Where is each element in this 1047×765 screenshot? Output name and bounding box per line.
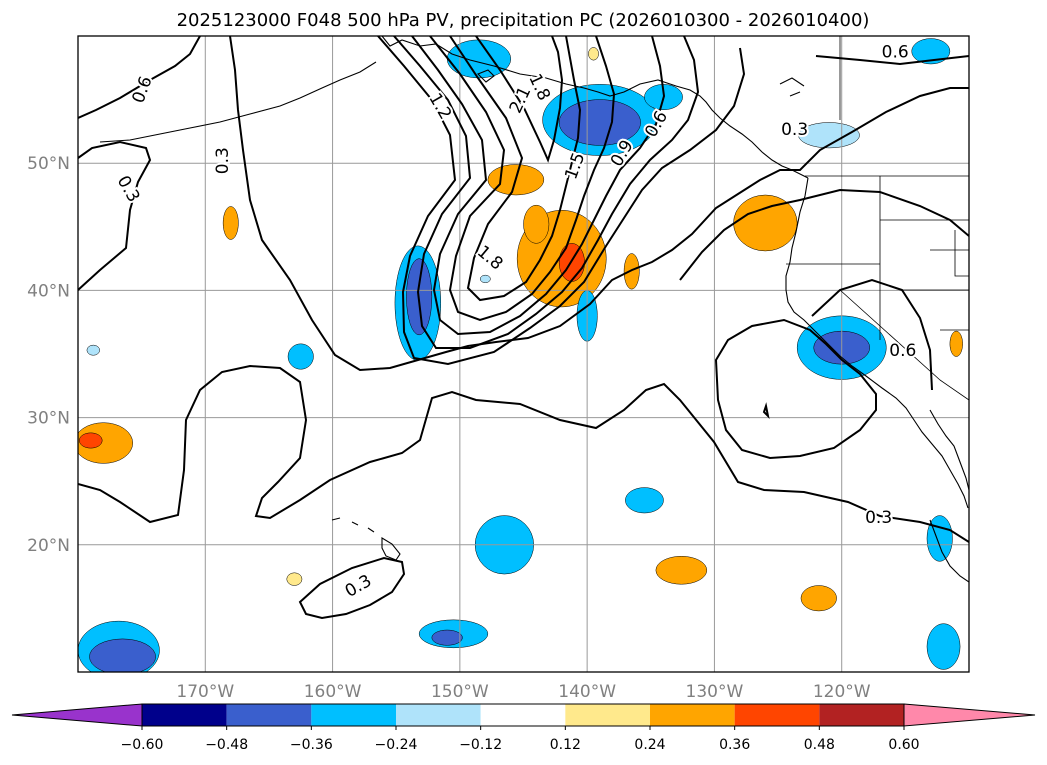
y-tick-label: 20°N bbox=[27, 536, 70, 556]
precip-blob-29 bbox=[287, 343, 314, 370]
x-tick-label: 140°W bbox=[558, 682, 616, 702]
pv-contour-0p6-east-loop bbox=[714, 318, 877, 460]
pv-contour-0p6-sw-ridge bbox=[679, 188, 969, 281]
x-tick-label: 150°W bbox=[431, 682, 489, 702]
precip-blob-10 bbox=[800, 585, 837, 612]
colorbar-segment-8 bbox=[819, 704, 904, 726]
pv-contour-0p3-mid bbox=[78, 364, 969, 543]
x-tick-label: 120°W bbox=[813, 682, 871, 702]
precip-blob-32 bbox=[798, 122, 860, 149]
baja-gulf-coast bbox=[929, 409, 969, 491]
aleutian-islands bbox=[99, 61, 377, 143]
map-frame bbox=[77, 35, 970, 673]
pv-contours bbox=[78, 36, 969, 620]
alaska-coast bbox=[381, 36, 809, 179]
colorbar-extend-low bbox=[11, 703, 143, 727]
precip-blob-34 bbox=[86, 344, 100, 356]
pv-contour-0p3-west bbox=[78, 140, 152, 291]
precip-blob-3 bbox=[523, 204, 550, 244]
pv-contour-2p1-trough bbox=[475, 36, 564, 163]
colorbar-segment-6 bbox=[650, 704, 735, 726]
colorbar-tick-label: −0.12 bbox=[459, 737, 502, 753]
precip-blob-5 bbox=[222, 206, 239, 240]
pv-contour-1p8-trough bbox=[449, 36, 582, 302]
precip-blob-26 bbox=[625, 487, 664, 514]
pv-contour-label: 0.6 bbox=[882, 42, 909, 62]
us-state-lines bbox=[786, 176, 969, 401]
precip-blob-31 bbox=[926, 623, 961, 670]
kodiak-island bbox=[477, 69, 495, 83]
pv-contour-0p3-loop bbox=[298, 556, 406, 620]
colorbar-tick-label: 0.12 bbox=[550, 737, 581, 753]
x-tick-label: 160°W bbox=[304, 682, 362, 702]
colorbar-tick-label: 0.24 bbox=[634, 737, 665, 753]
precip-blob-8 bbox=[79, 432, 103, 449]
north-america-west-coast bbox=[785, 177, 969, 509]
mexico-coast bbox=[929, 519, 969, 583]
y-tick-label: 50°N bbox=[27, 154, 70, 174]
precip-blob-12 bbox=[588, 47, 599, 61]
colorbar-tick-label: −0.24 bbox=[375, 737, 418, 753]
colorbar-extend-high bbox=[903, 703, 1036, 727]
pv-contour-1p5-trough bbox=[429, 36, 616, 322]
x-tick-label: 130°W bbox=[686, 682, 744, 702]
precip-blob-33 bbox=[911, 38, 951, 65]
axis-tick-labels: 170°W 160°W 150°W 140°W 130°W 120°W 20°N 30°N 40… bbox=[27, 154, 871, 702]
colorbar: −0.60 −0.48 −0.36 −0.24 −0.12 0.12 0.24 0.36 0.4… bbox=[11, 703, 1036, 753]
precip-blob-35 bbox=[479, 274, 491, 284]
precip-blob-30 bbox=[926, 515, 953, 562]
pv-contour-0p6-se-loop bbox=[811, 278, 933, 391]
precip-blob-15 bbox=[558, 99, 641, 146]
pv-contour-0p6-trough bbox=[377, 36, 746, 366]
precip-blob-11 bbox=[286, 572, 303, 586]
y-tick-label: 30°N bbox=[27, 409, 70, 429]
colorbar-tick-label: −0.48 bbox=[205, 737, 248, 753]
colorbar-tick-label: 0.36 bbox=[719, 737, 750, 753]
pv-contour-0p6-ne bbox=[815, 55, 969, 66]
colorbar-tick-label: 0.60 bbox=[888, 737, 919, 753]
precip-blob-13 bbox=[949, 330, 963, 357]
pv-contour-0p9-trough bbox=[393, 36, 700, 349]
colorbar-tick-label: 0.48 bbox=[804, 737, 835, 753]
colorbar-frame bbox=[141, 703, 905, 727]
political-borders bbox=[786, 36, 969, 401]
map-area: 0.60.30.31.2 2.11.81.5 0.90.61.80.30.60.60… bbox=[78, 36, 969, 672]
gridlines bbox=[78, 36, 969, 672]
coastlines bbox=[99, 36, 969, 583]
y-tick-label: 40°N bbox=[27, 281, 70, 301]
colorbar-segment-4 bbox=[480, 704, 566, 726]
colorbar-tick-label: −0.60 bbox=[121, 737, 164, 753]
colorbar-segment-7 bbox=[734, 704, 820, 726]
pv-contour-label: 0.3 bbox=[781, 120, 808, 140]
colorbar-segment-0 bbox=[142, 704, 227, 726]
colorbar-segment-1 bbox=[226, 704, 312, 726]
colorbar-segment-2 bbox=[311, 704, 396, 726]
colorbar-segment-5 bbox=[565, 704, 650, 726]
precip-blob-6 bbox=[623, 253, 640, 290]
pv-contour-0p3-small bbox=[762, 402, 770, 420]
pv-contour-label: 0.6 bbox=[889, 341, 916, 361]
pv-contour-1p2-trough bbox=[411, 36, 666, 336]
precip-blob-25 bbox=[431, 629, 463, 646]
precip-blob-9 bbox=[655, 555, 708, 585]
pv-contour-0p3-central bbox=[229, 36, 969, 372]
chart-title: 2025123000 F048 500 hPa PV, precipitatio… bbox=[177, 10, 870, 31]
precip-blob-1 bbox=[558, 243, 585, 282]
colorbar-segment-3 bbox=[396, 704, 481, 726]
x-tick-label: 170°W bbox=[176, 682, 234, 702]
pv-contour-label: 0.3 bbox=[213, 147, 233, 174]
canadian-arctic-islands bbox=[779, 77, 805, 97]
colorbar-tick-label: −0.36 bbox=[290, 737, 333, 753]
hawaii-islands bbox=[331, 517, 401, 561]
precip-blob-28 bbox=[89, 638, 156, 672]
pv-contour-label: 0.3 bbox=[865, 508, 892, 528]
pv-contour-0p6-northwest bbox=[78, 36, 201, 119]
